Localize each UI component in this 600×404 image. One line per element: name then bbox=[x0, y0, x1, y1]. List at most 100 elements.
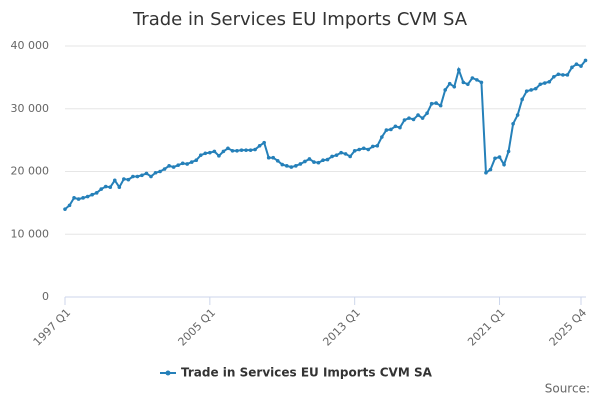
point bbox=[398, 125, 402, 130]
point bbox=[425, 111, 429, 115]
point bbox=[266, 155, 271, 160]
point bbox=[253, 147, 257, 152]
point bbox=[330, 154, 334, 159]
point bbox=[443, 88, 448, 92]
point bbox=[275, 159, 280, 163]
point bbox=[198, 153, 203, 157]
point bbox=[289, 165, 294, 169]
point bbox=[579, 64, 583, 68]
point bbox=[153, 170, 158, 175]
point bbox=[393, 124, 398, 129]
point bbox=[352, 148, 357, 153]
point bbox=[556, 72, 561, 77]
point bbox=[565, 73, 570, 77]
point bbox=[108, 185, 113, 189]
series-line bbox=[64, 59, 587, 210]
point bbox=[538, 82, 543, 87]
x-tick-label: 2013 Q1 bbox=[320, 306, 363, 349]
point bbox=[429, 101, 434, 106]
point bbox=[380, 135, 384, 139]
point bbox=[81, 196, 85, 200]
point bbox=[447, 81, 452, 86]
point bbox=[117, 185, 122, 189]
point bbox=[407, 116, 411, 120]
point bbox=[67, 203, 72, 208]
point bbox=[212, 149, 217, 154]
point bbox=[497, 155, 502, 159]
point bbox=[103, 184, 108, 189]
point bbox=[470, 76, 475, 80]
point bbox=[370, 144, 375, 149]
point bbox=[357, 147, 362, 152]
point bbox=[217, 154, 221, 158]
point bbox=[488, 167, 493, 172]
point bbox=[416, 113, 420, 117]
point bbox=[257, 143, 262, 148]
point bbox=[434, 101, 438, 105]
point bbox=[262, 140, 266, 145]
point bbox=[140, 173, 144, 178]
point bbox=[520, 97, 524, 102]
point bbox=[248, 148, 253, 152]
chart-title: Trade in Services EU Imports CVM SA bbox=[132, 9, 468, 30]
point bbox=[239, 148, 244, 152]
point bbox=[226, 146, 230, 151]
point bbox=[230, 148, 235, 153]
point bbox=[533, 86, 538, 91]
point bbox=[298, 162, 303, 166]
point bbox=[162, 167, 167, 171]
point bbox=[547, 79, 552, 84]
point bbox=[384, 128, 389, 132]
x-tick-label: 2021 Q1 bbox=[465, 306, 508, 349]
point bbox=[524, 89, 529, 93]
point bbox=[466, 82, 470, 87]
point bbox=[361, 146, 366, 151]
point bbox=[452, 84, 457, 89]
point bbox=[506, 149, 511, 154]
point bbox=[438, 103, 443, 108]
point bbox=[484, 170, 488, 175]
point bbox=[208, 150, 212, 155]
legend-label: Trade in Services EU Imports CVM SA bbox=[181, 366, 433, 380]
point bbox=[135, 174, 140, 179]
point bbox=[149, 174, 153, 179]
point bbox=[194, 158, 199, 163]
legend-marker bbox=[165, 370, 171, 376]
point bbox=[76, 197, 81, 201]
point bbox=[411, 117, 416, 122]
point bbox=[185, 162, 190, 166]
point bbox=[583, 58, 588, 63]
point bbox=[171, 165, 176, 169]
point bbox=[574, 62, 579, 66]
x-tick-label: 2025 Q4 bbox=[547, 306, 590, 349]
point bbox=[479, 80, 484, 85]
point bbox=[511, 122, 515, 126]
point bbox=[461, 80, 466, 85]
point bbox=[339, 150, 343, 155]
point bbox=[99, 187, 104, 191]
point bbox=[515, 113, 520, 117]
point bbox=[280, 162, 285, 167]
x-tick-label: 1997 Q1 bbox=[31, 306, 74, 349]
point bbox=[244, 148, 248, 152]
point bbox=[542, 81, 547, 85]
point bbox=[570, 65, 574, 70]
y-tick-label: 40 000 bbox=[11, 39, 50, 52]
point bbox=[158, 169, 162, 174]
x-tick-label: 2005 Q1 bbox=[176, 306, 219, 349]
point bbox=[235, 148, 239, 153]
point bbox=[294, 164, 298, 168]
point bbox=[94, 191, 99, 195]
point bbox=[343, 152, 348, 156]
point bbox=[72, 196, 76, 200]
point bbox=[456, 68, 461, 72]
point bbox=[552, 74, 556, 79]
point bbox=[529, 88, 534, 92]
point bbox=[284, 164, 289, 168]
point bbox=[167, 164, 171, 168]
point bbox=[144, 171, 149, 176]
point bbox=[85, 194, 90, 199]
point bbox=[122, 177, 126, 181]
point bbox=[271, 155, 276, 160]
